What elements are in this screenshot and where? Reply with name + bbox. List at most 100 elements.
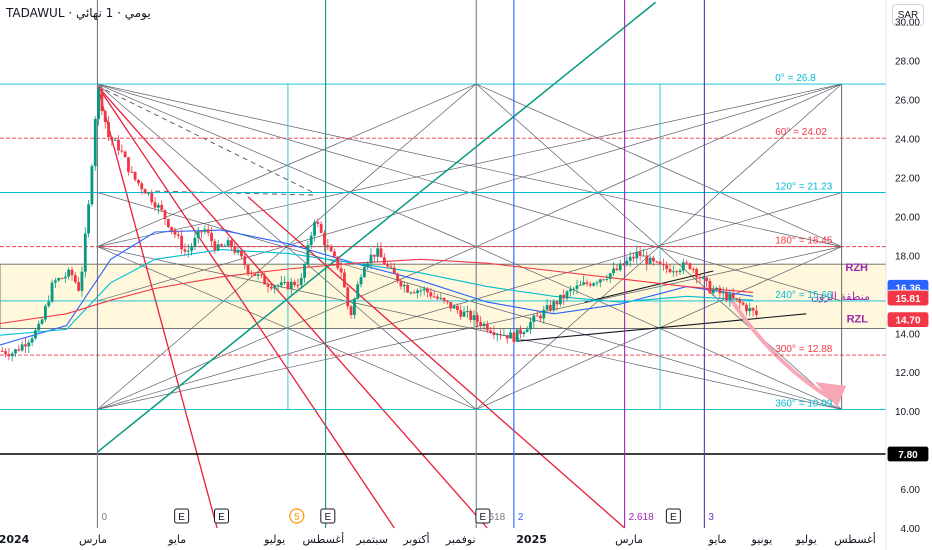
candle-body: [329, 247, 333, 252]
candle-body: [273, 286, 277, 289]
price-badge-label: 14.70: [895, 316, 920, 327]
candle-body: [748, 308, 752, 312]
candle-body: [47, 301, 51, 307]
price-tick-label: 4.00: [901, 524, 921, 535]
time-tick-label: أغسطس: [303, 532, 345, 546]
candle-body: [555, 301, 559, 305]
candle-body: [568, 289, 572, 292]
time-tick-label: يونيو: [751, 533, 773, 546]
candle-body: [369, 254, 373, 264]
candle-body: [193, 237, 197, 247]
time-tick-label: مايو: [167, 533, 186, 546]
candle-body: [203, 229, 207, 232]
candle-body: [0, 350, 4, 352]
candle-body: [60, 278, 64, 280]
candle-body: [117, 139, 120, 151]
dashed-trend: [97, 85, 315, 194]
symbol-title[interactable]: TADAWUL · يومي · 1 نهائي: [6, 6, 151, 20]
candle-body: [296, 285, 300, 287]
candle-body: [103, 111, 107, 123]
candle-body: [625, 260, 629, 266]
candle-body: [459, 310, 463, 317]
candle-body: [519, 329, 522, 334]
candle-body: [642, 255, 645, 257]
currency-button[interactable]: SAR: [892, 4, 924, 26]
gann-level-label: 300° = 12.88: [775, 344, 833, 355]
candle-body: [755, 310, 758, 315]
candle-body: [183, 249, 187, 252]
price-badge-label: 15.81: [895, 294, 920, 305]
candle-body: [190, 246, 193, 251]
candle-body: [638, 251, 642, 257]
candle-body: [545, 305, 549, 310]
price-series: [0, 86, 758, 362]
candle-body: [469, 310, 473, 320]
zone-label: منطقة الزون: [811, 290, 870, 303]
candle-body: [349, 306, 353, 316]
candle-body: [655, 261, 659, 263]
candle-body: [558, 294, 562, 305]
candle-body: [509, 332, 512, 339]
candle-body: [529, 321, 532, 330]
dashed-level: [155, 190, 315, 196]
candle-body: [250, 273, 253, 275]
candle-body: [44, 306, 47, 320]
time-tick-label: 2025: [516, 533, 547, 546]
candle-body: [127, 157, 130, 172]
candle-body: [449, 302, 453, 309]
candle-body: [269, 286, 273, 289]
gann-level-label: 240° = 15.66: [775, 290, 833, 301]
candle-body: [57, 278, 61, 281]
candle-body: [502, 334, 506, 336]
candle-body: [489, 330, 493, 333]
candle-body: [432, 296, 436, 298]
candle-body: [137, 179, 140, 184]
candle-body: [30, 338, 34, 343]
candle-body: [379, 248, 383, 258]
candle-body: [90, 166, 94, 205]
candle-body: [442, 297, 446, 301]
candle-body: [552, 301, 556, 311]
candle-body: [392, 267, 396, 274]
candle-body: [336, 256, 340, 269]
candle-body: [608, 273, 612, 279]
candle-body: [632, 256, 635, 259]
candle-body: [455, 306, 459, 311]
candle-body: [708, 280, 712, 294]
candle-body: [409, 292, 413, 294]
candle-body: [436, 296, 439, 299]
zone-high-label: RZH: [845, 262, 868, 274]
candle-body: [163, 210, 167, 219]
candle-body: [522, 332, 526, 334]
candle-body: [283, 281, 287, 283]
fib-vertical-label: 0: [101, 512, 107, 523]
price-tick-label: 22.00: [895, 174, 920, 185]
time-tick-label: سبتمبر: [355, 533, 388, 546]
price-tick-label: 26.00: [895, 96, 920, 107]
candle-body: [34, 330, 37, 339]
candle-body: [595, 282, 599, 284]
time-tick-label: مارس: [615, 533, 643, 546]
candle-body: [602, 279, 605, 281]
candle-body: [472, 315, 476, 320]
candle-body: [645, 255, 649, 264]
candle-body: [346, 287, 350, 307]
candle-body: [289, 281, 293, 290]
time-tick-label: يوليو: [795, 533, 817, 546]
earnings-marker: [214, 508, 229, 524]
candle-body: [110, 137, 114, 141]
earnings-marker-label: E: [480, 512, 487, 523]
candle-body: [492, 332, 496, 335]
candle-body: [259, 274, 263, 276]
candle-body: [130, 171, 134, 173]
candle-body: [615, 268, 619, 271]
earnings-marker-label: E: [670, 512, 677, 523]
candle-body: [495, 334, 499, 336]
candle-body: [210, 232, 213, 242]
price-tick-label: 20.00: [895, 212, 920, 223]
candle-body: [618, 263, 622, 271]
candle-body: [147, 192, 150, 194]
candle-body: [123, 151, 127, 158]
